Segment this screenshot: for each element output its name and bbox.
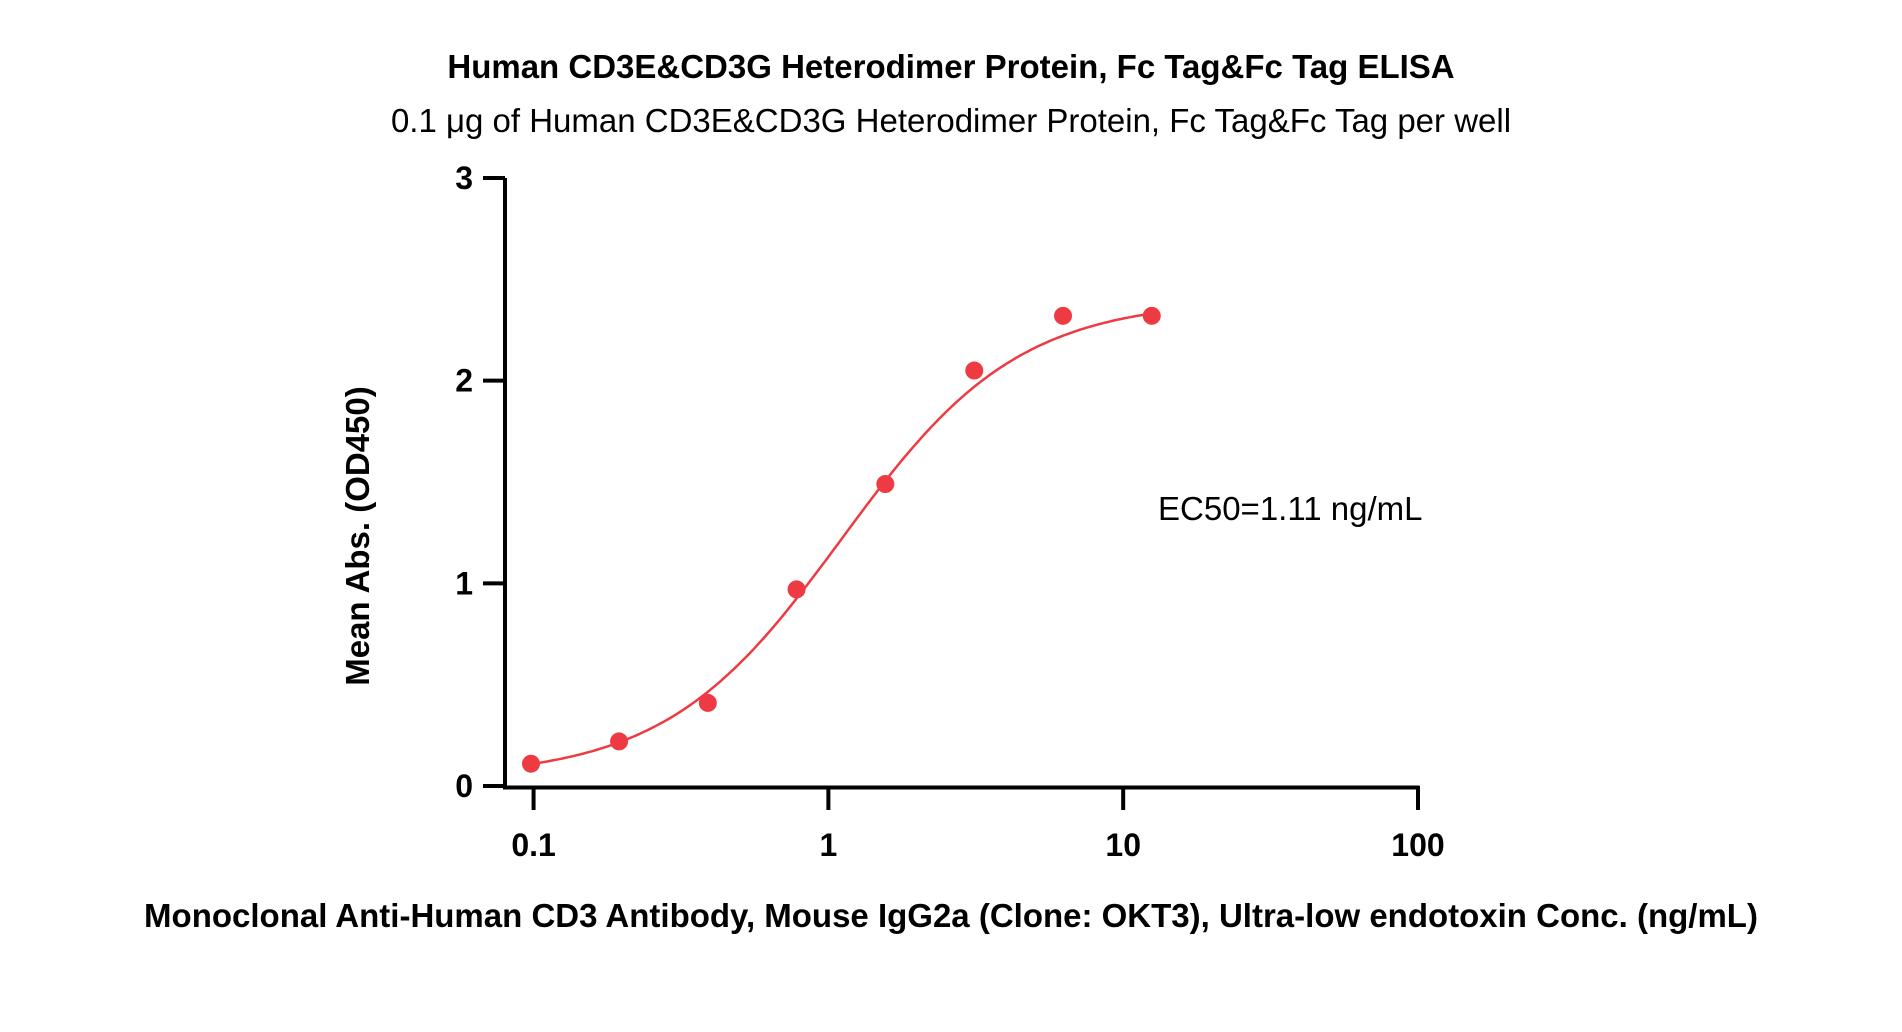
y-tick-label: 1 xyxy=(455,565,473,601)
data-point xyxy=(1142,306,1161,325)
fit-curve xyxy=(530,312,1152,766)
data-point xyxy=(521,754,540,773)
x-tick-label: 10 xyxy=(1105,827,1141,863)
data-point xyxy=(876,475,895,494)
data-point xyxy=(965,361,984,380)
y-tick-label: 2 xyxy=(455,363,473,399)
data-point xyxy=(610,732,629,751)
data-point xyxy=(787,580,806,599)
data-point xyxy=(698,693,717,712)
x-tick-label: 100 xyxy=(1391,827,1444,863)
y-tick-label: 0 xyxy=(455,768,473,804)
chart-title: Human CD3E&CD3G Heterodimer Protein, Fc … xyxy=(447,48,1455,85)
x-axis-label: Monoclonal Anti-Human CD3 Antibody, Mous… xyxy=(144,897,1758,934)
chart-subtitle: 0.1 μg of Human CD3E&CD3G Heterodimer Pr… xyxy=(390,102,1512,139)
ec50-annotation: EC50=1.11 ng/mL xyxy=(1158,490,1423,527)
x-tick-label: 0.1 xyxy=(511,827,555,863)
y-tick-label: 3 xyxy=(455,160,473,196)
x-tick-label: 1 xyxy=(819,827,837,863)
data-point xyxy=(1054,306,1073,325)
